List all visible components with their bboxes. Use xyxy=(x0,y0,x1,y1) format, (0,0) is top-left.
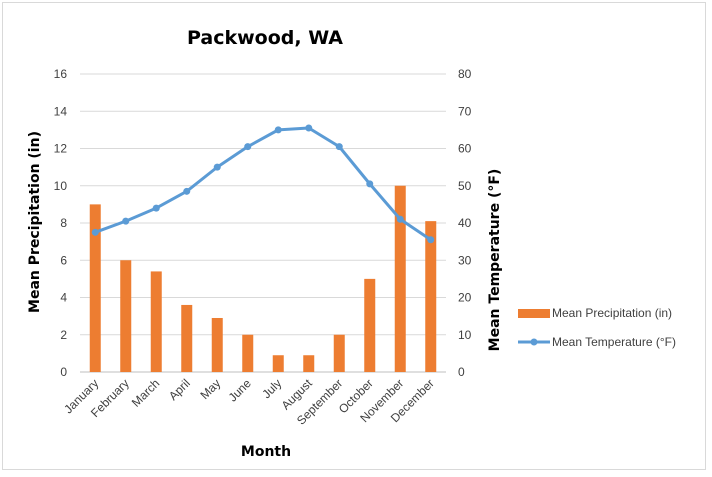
right-tick-label: 60 xyxy=(458,142,472,156)
precipitation-bar xyxy=(120,260,132,372)
left-axis-title: Mean Precipitation (in) xyxy=(27,131,43,313)
precipitation-bar xyxy=(364,278,376,372)
legend-swatch-precipitation xyxy=(518,309,550,318)
precipitation-bar xyxy=(425,221,437,372)
left-axis-ticks: 0 2 4 6 8 10 12 14 16 xyxy=(54,67,68,379)
precipitation-bar xyxy=(181,304,193,372)
precipitation-bar xyxy=(333,334,345,372)
legend-swatch-temperature-marker xyxy=(530,338,538,346)
temperature-marker xyxy=(274,126,282,134)
temperature-marker xyxy=(244,143,252,151)
left-tick-label: 12 xyxy=(54,142,68,156)
x-tick-label: April xyxy=(166,376,193,403)
temperature-marker xyxy=(366,180,374,188)
temperature-marker xyxy=(427,236,435,244)
x-tick-label: March xyxy=(129,376,162,409)
x-axis-title: Month xyxy=(241,444,291,460)
gridlines xyxy=(80,73,446,373)
temperature-marker xyxy=(183,187,191,195)
precipitation-bar xyxy=(272,355,284,372)
precipitation-bar xyxy=(150,271,162,372)
temperature-marker xyxy=(152,204,160,212)
right-tick-label: 10 xyxy=(458,328,472,342)
left-tick-label: 8 xyxy=(60,216,67,230)
precipitation-bar xyxy=(89,204,101,372)
precipitation-bar xyxy=(211,317,223,372)
temperature-marker xyxy=(122,217,130,225)
chart-frame xyxy=(2,2,706,470)
left-tick-label: 6 xyxy=(60,253,67,267)
legend-label-precipitation: Mean Precipitation (in) xyxy=(552,306,672,320)
left-tick-label: 14 xyxy=(54,104,68,118)
x-tick-label: June xyxy=(226,376,255,405)
right-tick-label: 0 xyxy=(458,365,465,379)
right-tick-label: 30 xyxy=(458,253,472,267)
right-tick-label: 80 xyxy=(458,67,472,81)
legend-label-temperature: Mean Temperature (°F) xyxy=(552,335,676,349)
temperature-line xyxy=(91,124,435,244)
left-tick-label: 0 xyxy=(60,365,67,379)
left-tick-label: 2 xyxy=(60,328,67,342)
right-tick-label: 40 xyxy=(458,216,472,230)
temperature-marker xyxy=(396,215,404,223)
precipitation-bars xyxy=(89,185,437,372)
legend: Mean Precipitation (in) Mean Temperature… xyxy=(518,306,676,349)
temperature-marker xyxy=(335,143,343,151)
temperature-marker xyxy=(305,124,313,132)
left-tick-label: 10 xyxy=(54,179,68,193)
temperature-line-path xyxy=(94,126,432,242)
right-tick-label: 50 xyxy=(458,179,472,193)
temperature-marker xyxy=(91,228,99,236)
x-tick-label: July xyxy=(259,376,284,401)
x-tick-label: May xyxy=(197,376,223,402)
temperature-marker xyxy=(213,163,221,171)
left-tick-label: 4 xyxy=(60,291,67,305)
right-tick-label: 20 xyxy=(458,291,472,305)
left-tick-label: 16 xyxy=(54,67,68,81)
right-axis-ticks: 0 10 20 30 40 50 60 70 80 xyxy=(458,67,472,379)
right-axis-title: Mean Temperature (°F) xyxy=(487,169,503,352)
precipitation-bar xyxy=(242,334,254,372)
right-tick-label: 70 xyxy=(458,104,472,118)
precipitation-bar xyxy=(303,355,315,372)
precipitation-bar xyxy=(394,185,406,372)
chart-title: Packwood, WA xyxy=(187,27,343,49)
